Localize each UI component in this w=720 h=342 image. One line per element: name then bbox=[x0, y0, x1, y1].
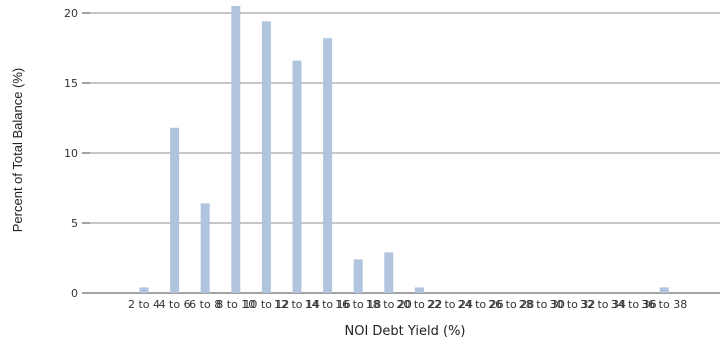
y-axis-ticks: 0 5 10 15 20 bbox=[64, 7, 90, 300]
bar-4-to-6 bbox=[170, 127, 180, 293]
x-tick-label: 32 to 34 bbox=[580, 298, 626, 311]
bars bbox=[139, 6, 669, 294]
x-tick-label: 30 to 32 bbox=[549, 298, 595, 311]
x-tick-label: 26 to 28 bbox=[488, 298, 534, 311]
bar-18-to-20 bbox=[384, 252, 394, 293]
y-tick-label: 0 bbox=[71, 287, 78, 300]
y-tick-label: 15 bbox=[64, 77, 78, 90]
y-tick-label: 10 bbox=[64, 147, 78, 160]
x-tick-label: 20 to 22 bbox=[396, 298, 442, 311]
x-tick-label: 18 to 20 bbox=[366, 298, 412, 311]
grid-lines bbox=[90, 12, 720, 294]
y-tick-label: 20 bbox=[64, 7, 78, 20]
x-tick-label: 24 to 26 bbox=[458, 298, 504, 311]
x-tick-label: 22 to 24 bbox=[427, 298, 473, 311]
x-tick-label: 36 to 38 bbox=[641, 298, 687, 311]
bar-14-to-16 bbox=[323, 38, 333, 294]
y-axis-label: Percent of Total Balance (%) bbox=[10, 68, 25, 233]
bar-20-to-22 bbox=[414, 287, 424, 293]
bar-8-to-10 bbox=[231, 6, 241, 293]
x-axis-label: NOI Debt Yield (%) bbox=[345, 324, 466, 339]
x-tick-label: 10 to 12 bbox=[243, 298, 289, 311]
x-tick-label: 12 to 14 bbox=[274, 298, 320, 311]
x-tick-label: 16 to 18 bbox=[335, 298, 381, 311]
bar-12-to-14 bbox=[292, 60, 302, 293]
bar-10-to-12 bbox=[261, 21, 271, 294]
bar-36-to-38 bbox=[659, 287, 669, 293]
x-tick-label: 28 to 30 bbox=[519, 298, 565, 311]
x-tick-label: 2 to 4 bbox=[128, 298, 160, 311]
bar-16-to-18 bbox=[353, 259, 363, 293]
x-tick-label: 14 to 16 bbox=[305, 298, 351, 311]
bar-6-to-8 bbox=[200, 203, 210, 293]
y-tick-label: 5 bbox=[71, 217, 78, 230]
bar-2-to-4 bbox=[139, 287, 149, 293]
x-tick-label: 34 to 36 bbox=[611, 298, 657, 311]
x-tick-label: 6 to 8 bbox=[189, 298, 221, 311]
x-tick-label: 8 to 10 bbox=[216, 298, 255, 311]
x-tick-label: 4 to 6 bbox=[159, 298, 191, 311]
